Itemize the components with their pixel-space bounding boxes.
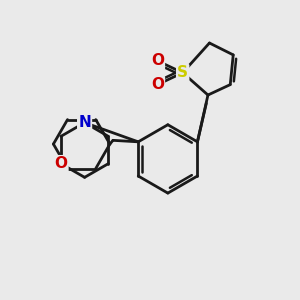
Text: S: S: [177, 65, 188, 80]
Text: O: O: [54, 156, 68, 171]
Text: N: N: [78, 115, 91, 130]
Text: O: O: [151, 77, 164, 92]
Text: O: O: [151, 53, 164, 68]
